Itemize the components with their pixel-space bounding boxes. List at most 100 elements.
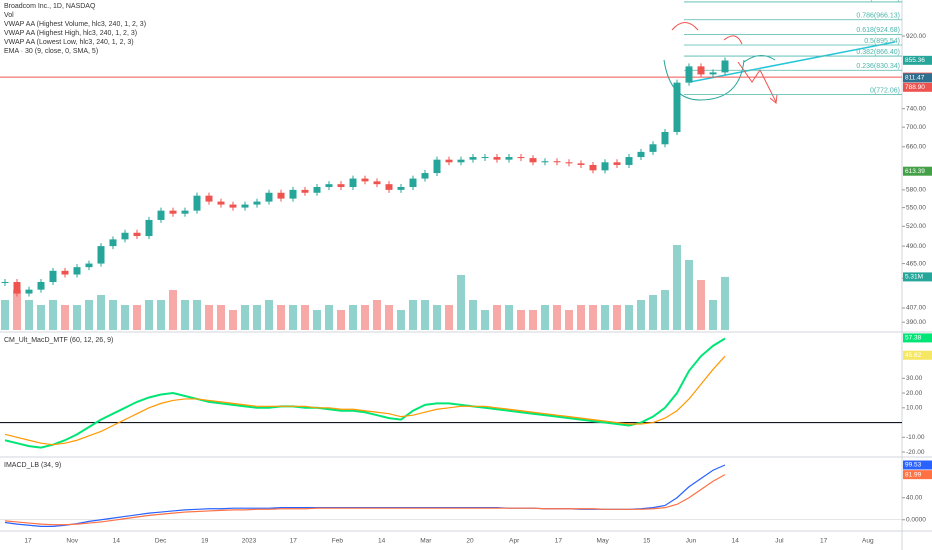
x-tick-label: Aug bbox=[862, 538, 874, 545]
volume-bar bbox=[373, 300, 381, 330]
x-tick-label: 14 bbox=[113, 538, 121, 545]
price-tag-label: 5.31M bbox=[905, 274, 923, 281]
volume-bar bbox=[409, 300, 417, 330]
indicator-line bbox=[4, 355, 726, 446]
volume-bar bbox=[289, 305, 297, 330]
y-tick-label: 10.00 bbox=[906, 405, 923, 412]
legend-entry: VWAP AA (Highest Volume, hlc3, 240, 1, 2… bbox=[4, 21, 146, 28]
candle bbox=[301, 189, 309, 193]
price-tag bbox=[903, 166, 932, 176]
price-tag bbox=[903, 73, 932, 83]
candle bbox=[109, 239, 117, 247]
volume-bar bbox=[661, 290, 669, 330]
fib-label: 0.618(924.68) bbox=[856, 27, 900, 34]
volume-bar bbox=[301, 305, 309, 330]
candle bbox=[97, 246, 105, 264]
volume-bar bbox=[625, 305, 633, 330]
volume-bar bbox=[685, 260, 693, 330]
candle bbox=[157, 210, 165, 220]
volume-bar bbox=[697, 280, 705, 330]
candle bbox=[529, 158, 537, 163]
x-tick-label: Nov bbox=[66, 538, 78, 545]
candle bbox=[625, 157, 633, 165]
x-tick-label: 17 bbox=[24, 538, 32, 545]
volume-bar bbox=[193, 300, 201, 330]
volume-bar bbox=[589, 305, 597, 330]
price-tag-label: 811.47 bbox=[905, 75, 925, 82]
volume-bar bbox=[205, 305, 213, 330]
volume-bar bbox=[169, 290, 177, 330]
volume-bar bbox=[709, 300, 717, 330]
volume-bar bbox=[541, 305, 549, 330]
legend-entry: Vol bbox=[4, 12, 14, 19]
trend-line bbox=[689, 41, 896, 83]
candle bbox=[385, 184, 393, 190]
candle bbox=[541, 161, 549, 163]
price-tag bbox=[903, 55, 932, 65]
y-tick-label: 580.00 bbox=[906, 187, 926, 194]
volume-bar bbox=[253, 305, 261, 330]
candle bbox=[469, 157, 477, 160]
candle bbox=[409, 178, 417, 188]
candle bbox=[49, 270, 57, 282]
volume-bar bbox=[613, 305, 621, 330]
price-tag-label: 855.36 bbox=[905, 57, 925, 64]
candle bbox=[709, 72, 717, 75]
volume-bar bbox=[61, 305, 69, 330]
volume-bar bbox=[385, 305, 393, 330]
price-tag-label: 81.99 bbox=[905, 471, 922, 478]
volume-bar bbox=[1, 300, 9, 330]
candle bbox=[361, 178, 369, 182]
indicator-line bbox=[4, 474, 726, 526]
candle bbox=[169, 210, 177, 214]
volume-bar bbox=[121, 305, 129, 330]
candle bbox=[289, 189, 297, 199]
fib-label: 0.382(866.40) bbox=[856, 49, 900, 56]
y-tick-label: 40.00 bbox=[906, 494, 923, 501]
candle bbox=[721, 60, 729, 73]
volume-bar bbox=[229, 310, 237, 330]
candle bbox=[1, 281, 9, 283]
volume-bar bbox=[601, 305, 609, 330]
x-tick-label: 2023 bbox=[242, 538, 257, 545]
head-arc bbox=[671, 22, 699, 31]
price-tag-label: 45.62 bbox=[905, 352, 922, 359]
y-tick-label: 407.00 bbox=[906, 305, 926, 312]
candle bbox=[565, 162, 573, 164]
volume-bar bbox=[157, 300, 165, 330]
pane-title: IMACD_LB (34, 9) bbox=[4, 462, 61, 469]
x-tick-label: 17 bbox=[290, 538, 298, 545]
x-tick-label: Apr bbox=[509, 538, 520, 545]
y-tick-label: 490.00 bbox=[906, 243, 926, 250]
candle bbox=[349, 178, 357, 188]
y-tick-label: -10.00 bbox=[906, 434, 925, 441]
volume-bar bbox=[265, 300, 273, 330]
volume-bar bbox=[277, 305, 285, 330]
candle bbox=[181, 210, 189, 214]
x-tick-label: 14 bbox=[378, 538, 386, 545]
volume-bar bbox=[397, 310, 405, 330]
y-tick-label: 20.00 bbox=[906, 390, 923, 397]
volume-bar bbox=[361, 305, 369, 330]
candle bbox=[577, 163, 585, 165]
volume-bar bbox=[133, 305, 141, 330]
volume-bar bbox=[565, 310, 573, 330]
candle bbox=[313, 187, 321, 193]
price-tag bbox=[903, 470, 932, 480]
price-tag bbox=[903, 350, 932, 360]
volume-bar bbox=[493, 305, 501, 330]
x-tick-label: 15 bbox=[643, 538, 651, 545]
volume-bar bbox=[325, 305, 333, 330]
projection-arrow bbox=[743, 55, 776, 63]
candle bbox=[265, 192, 273, 202]
price-tag bbox=[903, 460, 932, 470]
volume-bar bbox=[181, 300, 189, 330]
y-tick-label: 390.00 bbox=[906, 319, 926, 326]
head-arc bbox=[723, 35, 743, 45]
y-tick-label: 700.00 bbox=[906, 124, 926, 131]
candle bbox=[661, 131, 669, 145]
candle bbox=[277, 192, 285, 199]
candle bbox=[421, 173, 429, 179]
